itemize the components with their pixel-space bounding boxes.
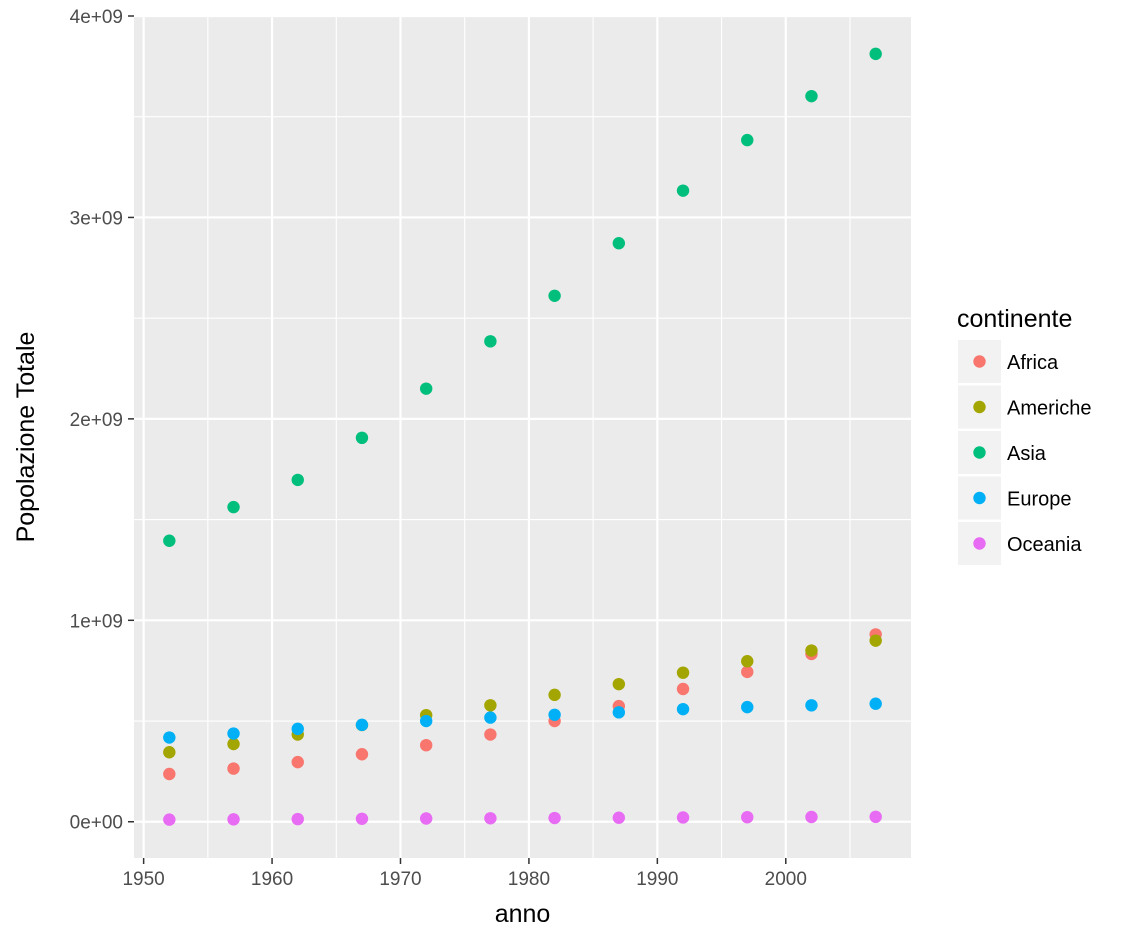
y-axis: 0e+00 1e+09 2e+09 3e+09 4e+09 (70, 7, 134, 834)
point-asia (676, 184, 690, 197)
data-points (163, 47, 882, 826)
point-europe (869, 697, 882, 710)
point-africa (484, 728, 497, 741)
point-oceania (163, 813, 176, 826)
point-asia (291, 473, 304, 487)
point-europe (355, 718, 369, 732)
point-asia (227, 500, 240, 514)
point-asia (612, 237, 626, 250)
point-europe (163, 731, 176, 744)
point-europe (419, 714, 433, 728)
point-europe (676, 702, 690, 716)
point-oceania (548, 811, 561, 825)
point-oceania (741, 810, 754, 824)
point-europe (484, 711, 497, 724)
point-oceania (612, 811, 626, 824)
point-asia (355, 431, 369, 445)
x-tick-label: 1950 (122, 869, 164, 890)
point-americhe (227, 737, 240, 751)
point-asia (805, 89, 818, 103)
point-asia (163, 534, 176, 547)
point-asia (741, 133, 754, 147)
x-tick-label: 2000 (765, 869, 807, 890)
point-oceania (355, 812, 369, 826)
x-axis-title: anno (495, 900, 551, 928)
y-tick-label: 1e+09 (70, 611, 123, 632)
point-asia (548, 289, 561, 302)
point-asia (869, 47, 882, 61)
y-tick-label: 2e+09 (70, 410, 123, 431)
point-americhe (741, 654, 754, 668)
point-africa (227, 762, 240, 775)
point-europe (612, 706, 626, 719)
y-axis-title: Popolazione Totale (12, 332, 40, 543)
point-oceania (484, 812, 497, 825)
point-europe (805, 699, 818, 712)
legend-label-americhe: Americhe (1007, 398, 1091, 420)
legend: continente Africa Americhe Asia Europe Ocean… (957, 305, 1091, 565)
major-gridlines (134, 14, 911, 858)
legend-swatch-africa (973, 355, 986, 368)
legend-label-oceania: Oceania (1007, 534, 1082, 556)
legend-swatch-americhe (973, 400, 986, 414)
point-africa (741, 665, 754, 679)
point-africa (419, 738, 433, 752)
point-americhe (612, 677, 626, 691)
x-axis: 1950 1960 1970 1980 1990 2000 (122, 858, 807, 890)
point-europe (227, 727, 240, 740)
x-tick-label: 1960 (251, 869, 293, 890)
y-tick-label: 4e+09 (70, 7, 123, 28)
point-africa (355, 748, 369, 761)
y-tick-label: 3e+09 (70, 208, 123, 229)
legend-label-asia: Asia (1007, 443, 1047, 465)
x-tick-label: 1990 (636, 869, 678, 890)
point-americhe (548, 688, 561, 702)
y-tick-label: 0e+00 (70, 813, 123, 834)
point-europe (548, 708, 561, 721)
point-oceania (805, 810, 818, 824)
plot-panel (134, 16, 911, 858)
point-oceania (227, 813, 240, 826)
point-oceania (869, 810, 882, 824)
legend-label-africa: Africa (1007, 352, 1059, 374)
point-africa (291, 755, 304, 769)
point-africa (163, 767, 176, 781)
point-oceania (676, 811, 690, 824)
point-oceania (419, 812, 433, 825)
x-tick-label: 1980 (508, 869, 550, 890)
legend-title: continente (957, 305, 1072, 333)
point-europe (291, 722, 304, 736)
point-africa (676, 682, 690, 696)
point-americhe (869, 634, 882, 647)
legend-label-europe: Europe (1007, 489, 1072, 511)
point-asia (419, 382, 433, 395)
minor-gridlines (134, 16, 911, 858)
point-americhe (805, 644, 818, 657)
point-americhe (163, 746, 176, 759)
legend-swatch-asia (973, 446, 986, 459)
point-americhe (676, 666, 690, 679)
point-asia (484, 335, 497, 348)
point-europe (741, 700, 754, 714)
point-oceania (291, 812, 304, 826)
legend-swatch-oceania (973, 537, 986, 550)
legend-swatch-europe (973, 491, 986, 505)
point-americhe (484, 699, 497, 712)
x-tick-label: 1970 (379, 869, 421, 890)
